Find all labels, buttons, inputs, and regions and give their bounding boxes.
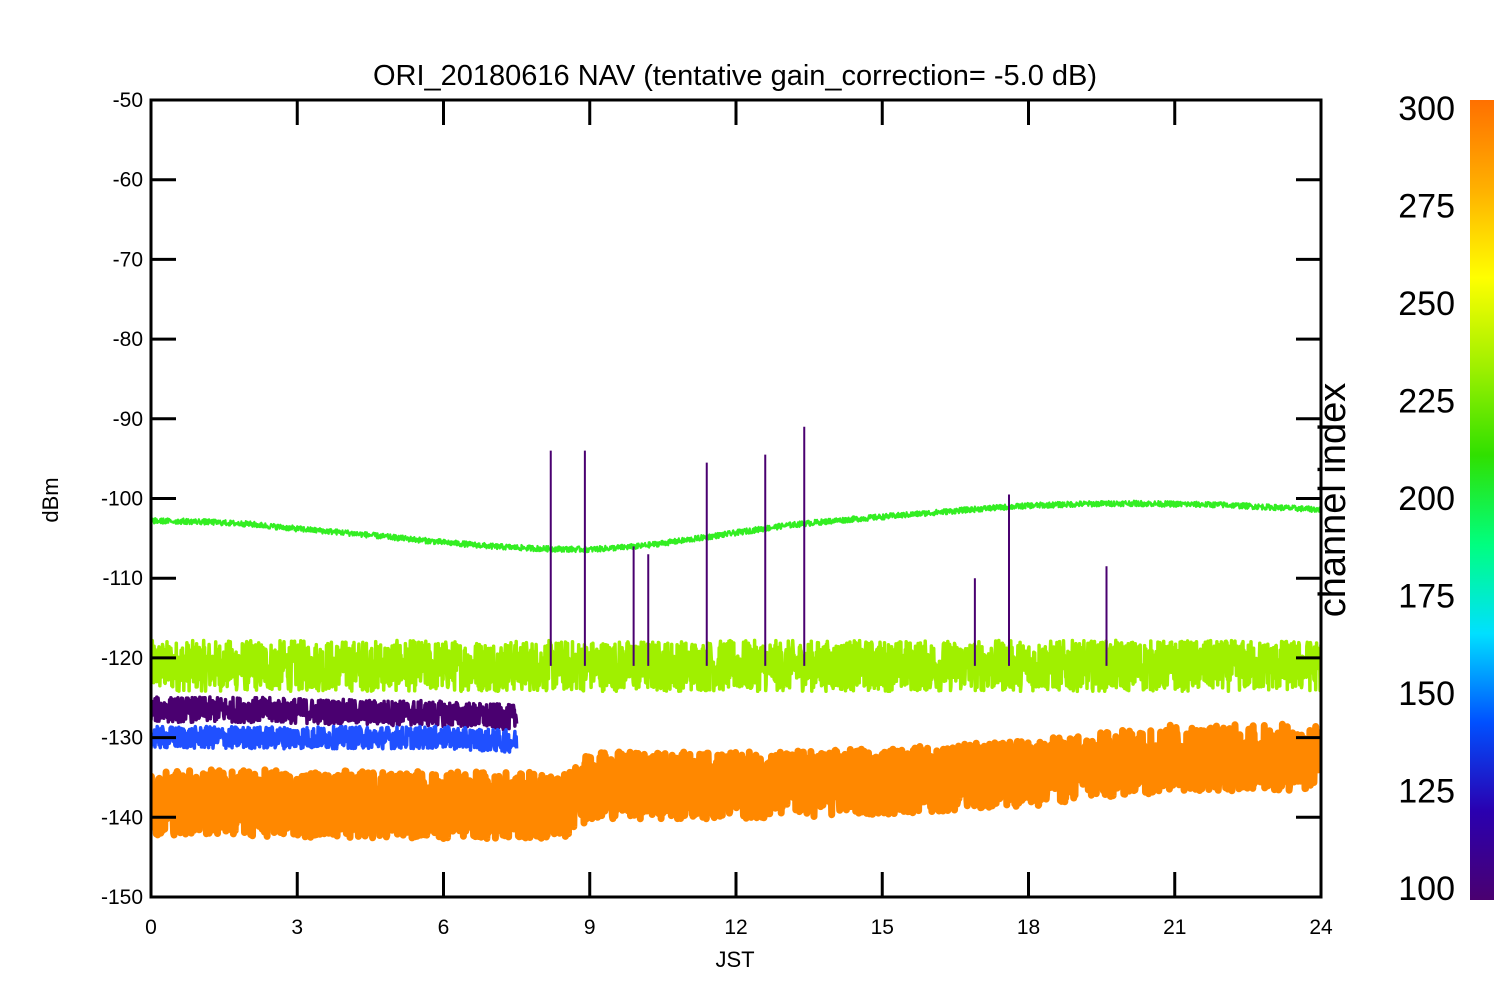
y-tick-label: -130 (101, 727, 143, 750)
x-tick-label: 21 (1163, 916, 1186, 939)
series-line (151, 499, 1321, 554)
x-tick-label: 18 (1017, 916, 1040, 939)
series-line (151, 724, 519, 754)
y-tick-label: -70 (113, 248, 143, 271)
y-axis-label: dBm (38, 477, 63, 522)
colorbar-tick-label: 225 (1398, 383, 1455, 421)
x-axis-label: JST (715, 947, 754, 972)
x-axis: 0 3 6 9 12 15 18 21 24 (145, 100, 1333, 939)
x-tick-label: 12 (724, 916, 747, 939)
x-tick-label: 6 (438, 916, 450, 939)
plot-area (151, 426, 1321, 842)
y-tick-label: -140 (101, 806, 143, 829)
colorbar-tick-label: 100 (1398, 870, 1455, 908)
colorbar-label: channel index (1312, 383, 1354, 618)
x-tick-label: 3 (291, 916, 303, 939)
series-line (151, 638, 1321, 694)
series-line (151, 720, 1321, 842)
chart-title: ORI_20180616 NAV (tentative gain_correct… (373, 60, 1097, 92)
x-tick-label: 24 (1309, 916, 1333, 939)
x-tick-label: 9 (584, 916, 596, 939)
y-axis: -50 -60 -70 -80 -90 -100 -110 -120 -130 -140 -150 (101, 89, 1321, 909)
y-tick-label: -90 (113, 408, 143, 431)
x-tick-label: 0 (145, 916, 157, 939)
colorbar-tick-label: 175 (1398, 578, 1455, 616)
y-tick-label: -100 (101, 488, 143, 511)
colorbar-tick-label: 250 (1398, 285, 1455, 323)
colorbar-tick-label: 275 (1398, 188, 1455, 226)
x-tick-label: 15 (871, 916, 894, 939)
colorbar-tick-label: 300 (1398, 90, 1455, 128)
colorbar-tick-label: 150 (1398, 675, 1455, 713)
series-line (151, 695, 519, 732)
y-tick-label: -80 (113, 328, 143, 351)
y-tick-label: -60 (113, 169, 143, 192)
colorbar-tick-label: 125 (1398, 773, 1455, 811)
y-tick-label: -120 (101, 647, 143, 670)
y-tick-label: -50 (113, 89, 143, 112)
colorbar-ticks: 300 275 250 225 200 175 150 125 100 (1398, 90, 1455, 908)
y-tick-label: -110 (103, 567, 143, 590)
y-tick-label: -150 (101, 886, 143, 909)
colorbar-tick-label: 200 (1398, 480, 1455, 518)
colorbar (1470, 100, 1494, 900)
